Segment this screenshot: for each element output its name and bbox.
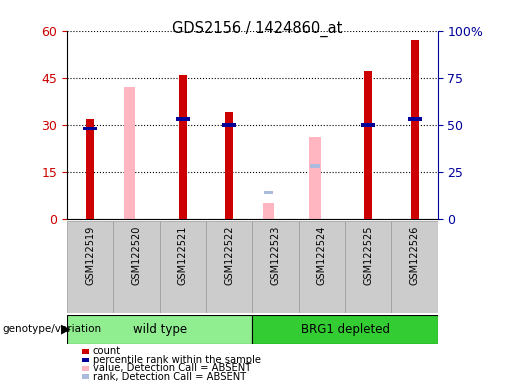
Bar [252,31,299,219]
Bar [361,123,375,127]
Bar [67,315,252,344]
Bar [410,40,419,219]
Text: genotype/variation: genotype/variation [3,324,101,334]
Bar [222,123,236,127]
Bar [299,221,345,313]
Bar [124,87,135,219]
Bar [160,31,206,219]
Bar [83,127,97,131]
Bar [408,117,421,121]
Bar [179,74,187,219]
Text: rank, Detection Call = ABSENT: rank, Detection Call = ABSENT [93,372,246,382]
Bar [391,221,438,313]
Bar [252,221,299,313]
Text: wild type: wild type [132,323,187,336]
Bar [263,203,274,219]
Bar [206,221,252,313]
Bar [299,31,345,219]
Bar [310,164,319,168]
Bar [391,31,438,219]
Text: ▶: ▶ [61,323,71,336]
Text: GSM122521: GSM122521 [178,225,188,285]
Bar [160,221,206,313]
Bar [345,31,391,219]
Text: percentile rank within the sample: percentile rank within the sample [93,355,261,365]
Text: GSM122526: GSM122526 [409,225,420,285]
Text: GSM122520: GSM122520 [131,225,142,285]
Text: BRG1 depleted: BRG1 depleted [301,323,389,336]
Bar [309,137,321,219]
Bar [345,221,391,313]
Text: GSM122524: GSM122524 [317,225,327,285]
Text: GDS2156 / 1424860_at: GDS2156 / 1424860_at [173,21,342,37]
Bar [67,221,113,313]
Bar [86,119,94,219]
Bar [176,117,190,121]
Bar [113,221,160,313]
Text: GSM122522: GSM122522 [224,225,234,285]
Bar [225,112,233,219]
Bar [252,315,438,344]
Bar [364,71,372,219]
Text: count: count [93,346,121,356]
Text: value, Detection Call = ABSENT: value, Detection Call = ABSENT [93,363,251,373]
Bar [206,31,252,219]
Bar [113,31,160,219]
Bar [264,191,273,194]
Bar [67,31,113,219]
Text: GSM122519: GSM122519 [85,225,95,285]
Text: GSM122525: GSM122525 [363,225,373,285]
Text: GSM122523: GSM122523 [270,225,281,285]
